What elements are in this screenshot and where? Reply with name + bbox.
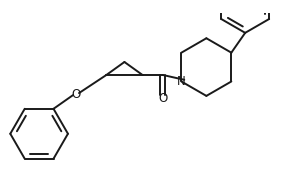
Text: N: N <box>177 75 186 88</box>
Text: O: O <box>158 92 168 105</box>
Text: O: O <box>71 88 80 101</box>
